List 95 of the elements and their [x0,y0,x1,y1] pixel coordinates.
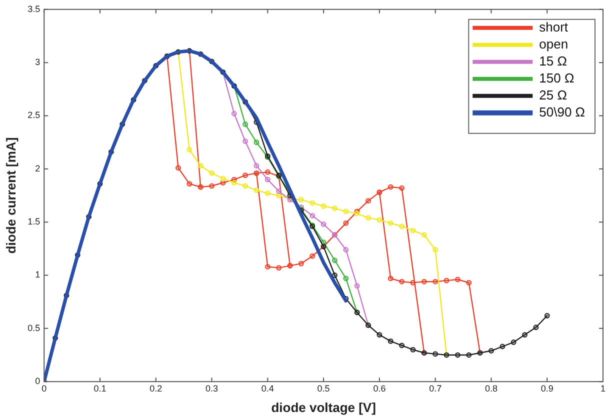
point [388,276,394,282]
point [242,138,248,144]
point [388,220,394,226]
point [242,172,248,178]
point [231,180,237,186]
x-tick-label: 0.9 [540,383,554,394]
x-axis-title: diode voltage [V] [271,400,376,415]
point [522,332,528,338]
point [254,187,260,193]
point [320,222,326,227]
x-tick-label: 0 [42,383,47,394]
point [310,213,316,218]
point [332,258,338,264]
point [421,232,427,238]
point [510,340,516,345]
point [432,351,438,357]
point [410,228,416,234]
point [454,276,460,282]
y-tick-label: 1 [35,270,40,280]
point [298,197,304,202]
point [399,185,404,191]
point [320,203,326,209]
x-tick-label: 1 [600,383,606,394]
point [310,200,316,206]
point [254,163,260,168]
x-tick-label: 0.7 [429,383,442,394]
point [410,280,416,286]
point [466,352,472,358]
point [264,264,270,270]
legend-label: open [539,36,568,52]
x-tick-label: 0.2 [150,383,162,394]
point [186,147,192,152]
legend-label: short [539,19,568,34]
y-tick-label: 3 [35,57,40,68]
point [399,342,404,348]
x-tick-label: 0.3 [206,383,218,394]
legend-label: 25 Ω [539,87,568,102]
point [209,170,214,176]
point [264,169,270,175]
point [186,181,192,187]
point [388,184,394,190]
point [332,272,338,278]
point [376,217,382,223]
point [544,312,550,318]
point [298,260,304,266]
y-tick-label: 0 [35,376,40,386]
point [388,338,394,344]
y-tick-label: 1.5 [28,216,40,227]
point [399,278,404,284]
point [410,346,416,352]
point [366,198,371,204]
point [343,276,349,282]
y-axis-title: diode current [mA] [3,137,18,254]
point [432,278,438,284]
x-tick-label: 0.4 [261,383,274,394]
y-tick-label: 2.5 [28,110,40,120]
y-tick-label: 2 [35,163,40,174]
point [264,190,270,196]
x-tick-label: 0.5 [317,383,330,394]
point [466,280,472,286]
x-tick-label: 0.1 [94,383,106,394]
point [432,247,438,252]
point [488,348,494,354]
point [399,224,404,230]
point [231,110,237,116]
point [198,163,204,168]
point [242,183,248,189]
point [209,183,214,189]
point [176,165,181,171]
point [310,253,316,259]
point [366,215,371,221]
point [500,344,506,350]
point [421,278,427,284]
point [454,352,460,358]
y-tick-label: 0.5 [28,322,40,333]
point [343,220,349,226]
legend-label: 50\90 Ω [539,104,586,120]
point [264,176,270,182]
point [354,283,360,289]
point [376,332,382,338]
point [343,247,349,252]
x-tick-label: 0.8 [484,383,498,394]
point [343,208,349,214]
legend-label: 15 Ω [539,53,568,68]
point [276,265,282,271]
legend-label: 150 Ω [539,70,574,86]
point [254,140,260,146]
point [220,176,226,182]
y-tick-label: 3.5 [28,4,40,14]
x-tick-label: 0.6 [373,383,386,394]
point [332,206,338,211]
point [276,188,282,194]
point [242,122,248,127]
point [533,324,539,330]
point [444,278,450,284]
